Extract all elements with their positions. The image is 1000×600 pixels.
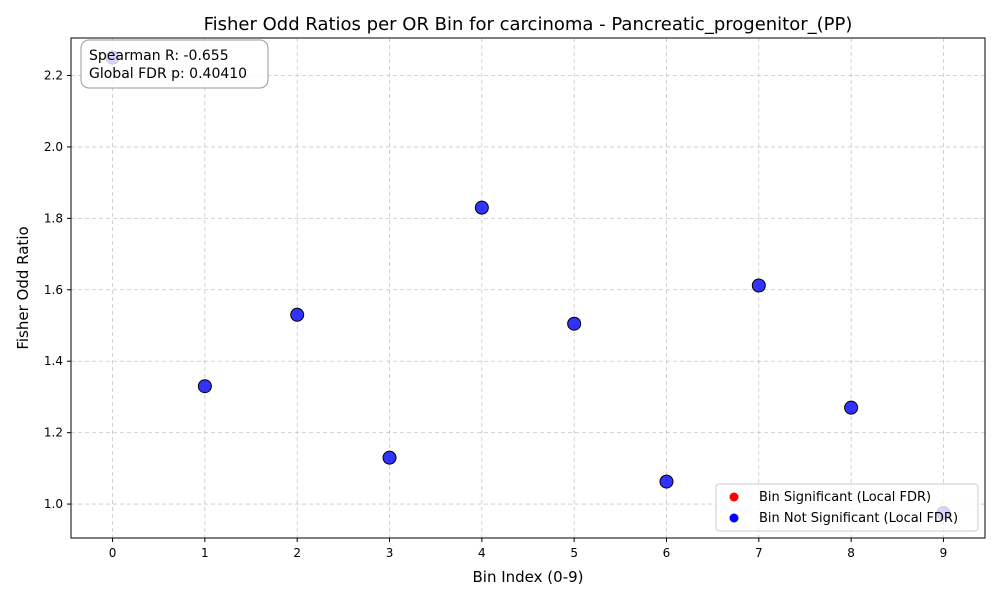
legend-label-not-significant: Bin Not Significant (Local FDR) [759, 511, 958, 526]
y-tick-label: 1.6 [44, 283, 63, 297]
y-tick-label: 2.2 [44, 69, 63, 83]
legend-box [715, 483, 979, 532]
data-point [751, 278, 766, 293]
legend-marker-significant [729, 492, 739, 502]
legend: Bin Significant (Local FDR) Bin Not Sign… [715, 483, 979, 532]
data-point [567, 316, 582, 331]
x-tick-label: 8 [847, 546, 855, 560]
stats-annotation-box [80, 39, 269, 89]
x-tick-label: 6 [663, 546, 671, 560]
y-tick-label: 2.0 [44, 140, 63, 154]
x-tick-label: 9 [940, 546, 948, 560]
y-tick-label: 1.2 [44, 426, 63, 440]
data-point [197, 379, 212, 394]
stats-annotation: Spearman R: -0.655 Global FDR p: 0.40410 [80, 39, 269, 89]
data-point [844, 400, 859, 415]
x-tick-label: 1 [201, 546, 209, 560]
y-axis-ticks: 1.0 1.2 1.4 1.6 1.8 2.0 2.2 [44, 69, 71, 511]
legend-label-significant: Bin Significant (Local FDR) [759, 490, 931, 505]
x-axis-label: Bin Index (0-9) [473, 568, 584, 586]
data-point [659, 474, 674, 489]
plot-frame [70, 37, 986, 539]
x-tick-label: 5 [570, 546, 578, 560]
y-tick-label: 1.4 [44, 354, 63, 368]
y-axis-label: Fisher Odd Ratio [14, 226, 32, 349]
x-tick-label: 3 [386, 546, 394, 560]
points [105, 50, 951, 520]
x-tick-label: 7 [755, 546, 763, 560]
y-tick-label: 1.8 [44, 211, 63, 225]
global-fdr-text: Global FDR p: 0.40410 [89, 66, 247, 82]
data-point [290, 307, 305, 322]
grid [71, 38, 985, 538]
x-tick-label: 2 [293, 546, 301, 560]
x-tick-label: 0 [109, 546, 117, 560]
legend-marker-not-significant [729, 513, 739, 523]
data-point [474, 200, 489, 215]
x-axis-ticks: 0 1 2 3 4 5 6 7 8 9 [109, 538, 948, 560]
chart-title: Fisher Odd Ratios per OR Bin for carcino… [204, 14, 853, 35]
spearman-text: Spearman R: -0.655 [89, 48, 229, 64]
x-tick-label: 4 [478, 546, 486, 560]
data-point [382, 450, 397, 465]
y-tick-label: 1.0 [44, 497, 63, 511]
